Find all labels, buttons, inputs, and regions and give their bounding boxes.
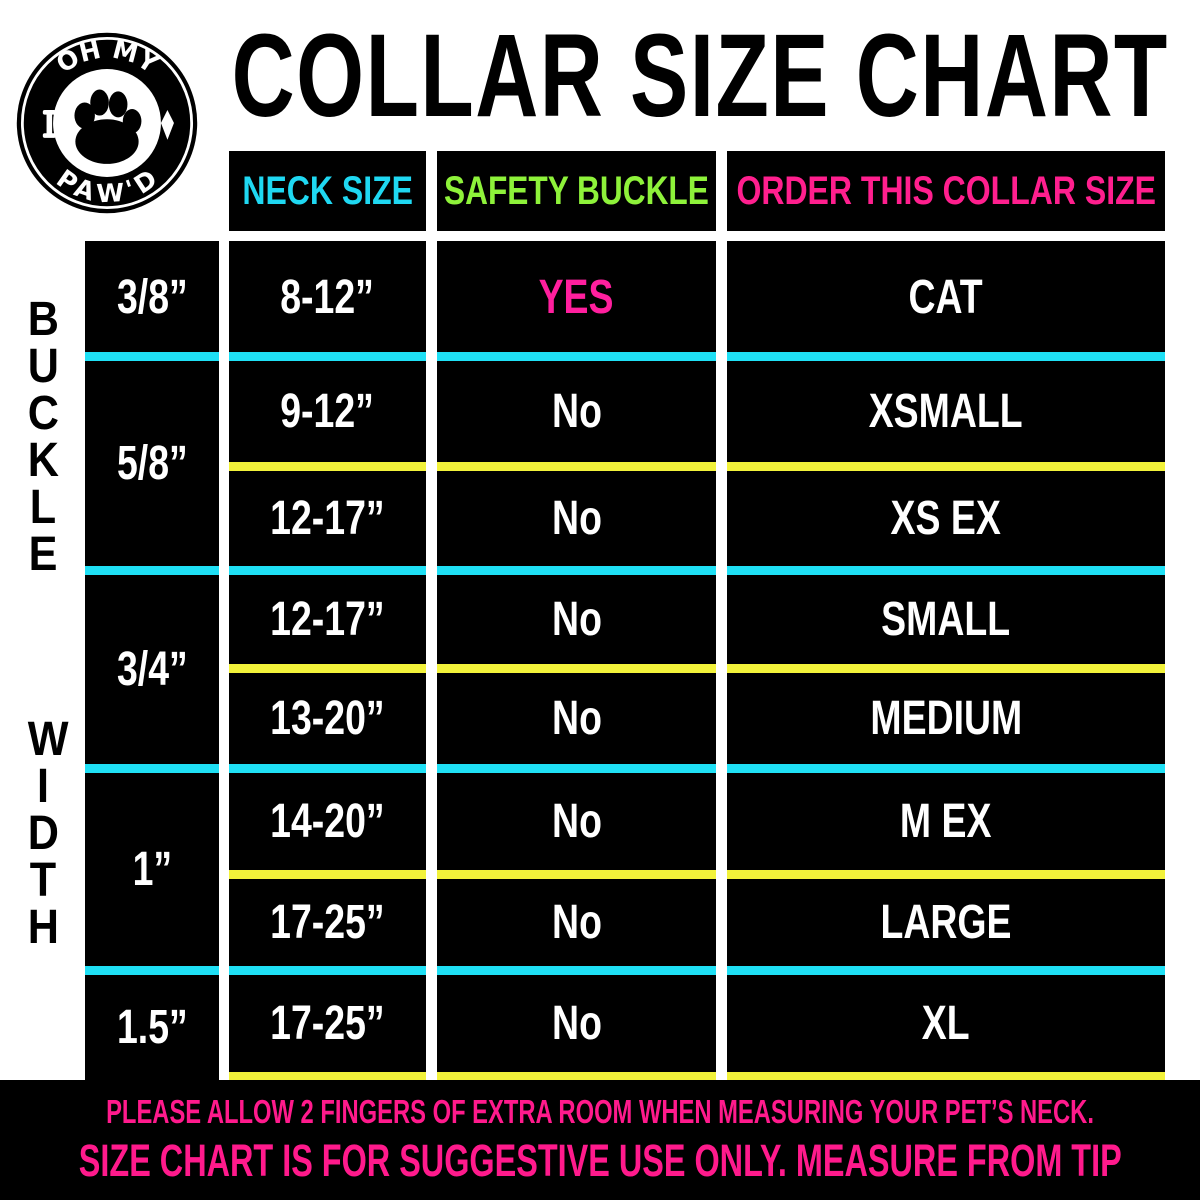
footer-line-2: SIZE CHART IS FOR SUGGESTIVE USE ONLY. M… — [78, 1135, 1122, 1186]
row-safety-value: No — [551, 896, 602, 949]
header-neck-size: NECK SIZE — [242, 168, 413, 213]
cyan-divider — [727, 764, 1165, 773]
side-label-buckle: BUCKLE — [27, 293, 59, 581]
cyan-divider — [85, 966, 219, 975]
cyan-divider — [229, 966, 426, 975]
row-size-value: MEDIUM — [870, 692, 1022, 745]
header-cell — [229, 151, 426, 231]
yellow-divider — [229, 1072, 426, 1081]
yellow-divider — [229, 870, 426, 879]
cyan-divider — [229, 352, 426, 361]
buckle-width-value: 3/4” — [116, 642, 188, 696]
row-neck-value: 13-20” — [270, 692, 385, 745]
row-safety-value: YES — [539, 270, 614, 324]
fish-icon — [160, 109, 174, 140]
cyan-divider — [727, 566, 1165, 575]
cyan-divider — [229, 764, 426, 773]
header-safety-buckle: SAFETY BUCKLE — [444, 168, 709, 213]
buckle-width-value: 1.5” — [116, 1001, 188, 1054]
cyan-divider — [437, 352, 716, 361]
yellow-divider — [229, 664, 426, 673]
row-neck-value: 14-20” — [270, 795, 385, 848]
row-size-value: XL — [922, 997, 970, 1050]
yellow-divider — [727, 664, 1165, 673]
cyan-divider — [437, 764, 716, 773]
yellow-divider — [437, 1072, 716, 1081]
row-neck-value: 12-17” — [270, 491, 385, 545]
bone-icon — [46, 111, 53, 137]
cyan-divider — [229, 566, 426, 575]
yellow-divider — [727, 1072, 1165, 1081]
row-safety-value: No — [551, 592, 602, 646]
cyan-divider — [85, 566, 219, 575]
yellow-divider — [437, 462, 716, 471]
cyan-divider — [85, 352, 219, 361]
yellow-divider — [727, 462, 1165, 471]
row-size-value: CAT — [908, 270, 984, 324]
side-label-width: WIDTH — [27, 713, 69, 954]
footer-notice: PLEASE ALLOW 2 FINGERS OF EXTRA ROOM WHE… — [0, 1080, 1200, 1200]
oh-my-pawd-logo: OH MY PAW'D — [16, 32, 198, 214]
row-neck-value: 17-25” — [270, 997, 385, 1050]
cyan-divider — [727, 966, 1165, 975]
buckle-width-column — [85, 241, 219, 1080]
buckle-width-value: 5/8” — [116, 437, 188, 490]
row-safety-value: No — [551, 795, 602, 848]
row-safety-value: No — [551, 385, 602, 438]
cyan-divider — [727, 352, 1165, 361]
body-column — [437, 241, 716, 1080]
page-title: COLLAR SIZE CHART — [231, 9, 1169, 142]
yellow-divider — [437, 870, 716, 879]
yellow-divider — [727, 870, 1165, 879]
header-cell — [727, 151, 1165, 231]
buckle-width-value: 3/8” — [116, 270, 188, 324]
yellow-divider — [437, 664, 716, 673]
cyan-divider — [437, 566, 716, 575]
row-neck-value: 12-17” — [270, 592, 385, 646]
row-neck-value: 9-12” — [280, 385, 375, 438]
row-size-value: XSMALL — [869, 385, 1023, 438]
row-neck-value: 17-25” — [270, 896, 385, 949]
header-cell — [437, 151, 716, 231]
row-size-value: M EX — [900, 795, 992, 848]
row-size-value: SMALL — [881, 592, 1011, 646]
row-neck-value: 8-12” — [280, 270, 375, 324]
footer-line-1: PLEASE ALLOW 2 FINGERS OF EXTRA ROOM WHE… — [106, 1093, 1094, 1130]
row-safety-value: No — [551, 491, 602, 545]
body-column — [727, 241, 1165, 1080]
cyan-divider — [437, 966, 716, 975]
yellow-divider — [229, 462, 426, 471]
paw-icon — [74, 89, 142, 164]
row-safety-value: No — [551, 997, 602, 1050]
buckle-width-value: 1” — [132, 843, 172, 896]
cyan-divider — [85, 764, 219, 773]
row-size-value: LARGE — [880, 896, 1012, 949]
header-order-this-collar-size: ORDER THIS COLLAR SIZE — [736, 168, 1156, 213]
row-safety-value: No — [551, 692, 602, 745]
row-size-value: XS EX — [890, 491, 1002, 545]
body-column — [229, 241, 426, 1080]
